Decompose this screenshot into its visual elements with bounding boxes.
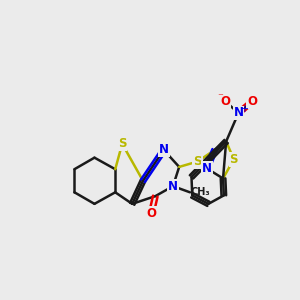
Text: ⁻: ⁻ — [217, 93, 223, 103]
Text: O: O — [247, 95, 257, 108]
Text: N: N — [168, 180, 178, 193]
Text: O: O — [220, 95, 230, 108]
Text: CH₃: CH₃ — [191, 187, 210, 197]
Text: S: S — [230, 153, 238, 166]
Text: O: O — [146, 207, 156, 220]
Text: +: + — [240, 104, 248, 114]
Text: S: S — [194, 155, 202, 168]
Text: N: N — [159, 143, 169, 157]
Text: N: N — [233, 106, 244, 119]
Text: N: N — [202, 162, 212, 175]
Text: S: S — [118, 137, 126, 150]
